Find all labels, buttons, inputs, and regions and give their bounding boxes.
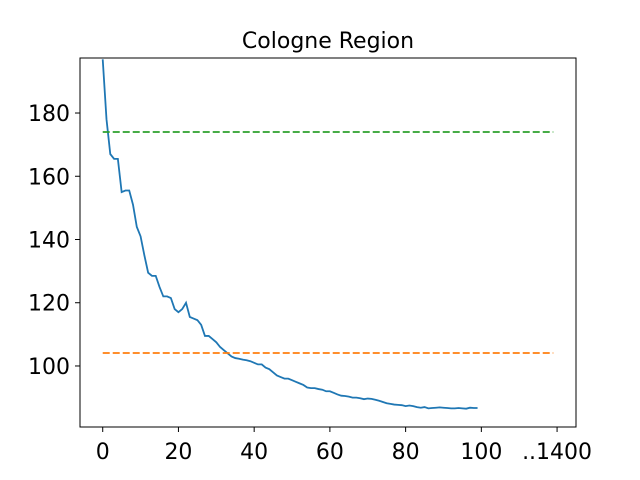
chart-title: Cologne Region xyxy=(242,29,414,54)
y-tick-label: 140 xyxy=(28,228,70,253)
x-tick-label: 80 xyxy=(392,440,420,465)
x-tick-label: 0 xyxy=(96,440,110,465)
y-tick-label: 120 xyxy=(28,292,70,317)
x-tick-label: 60 xyxy=(316,440,344,465)
x-tick-label: 20 xyxy=(164,440,192,465)
series-line xyxy=(101,59,478,410)
y-tick-label: 180 xyxy=(28,102,70,127)
x-tick-label: 100 xyxy=(460,440,502,465)
y-tick-label: 160 xyxy=(28,165,70,190)
x-tick-label: ..1400 xyxy=(522,440,592,465)
plot-frame xyxy=(79,57,577,428)
y-tick-label: 100 xyxy=(28,355,70,380)
x-tick-label: 40 xyxy=(240,440,268,465)
plot-area xyxy=(101,59,554,410)
